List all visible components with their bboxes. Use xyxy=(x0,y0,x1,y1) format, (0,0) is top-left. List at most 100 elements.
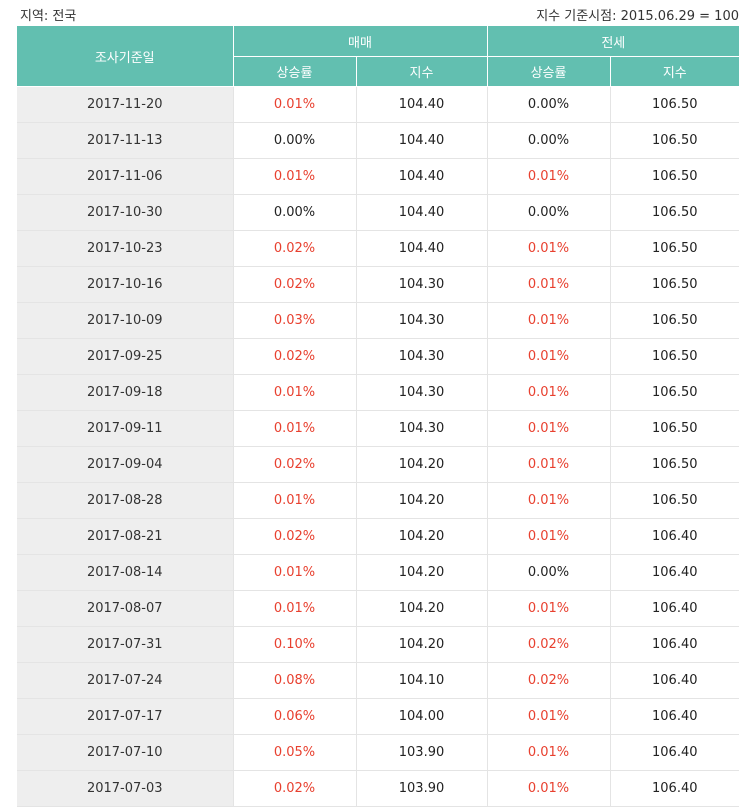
table-row: 2017-07-31 0.10% 104.20 0.02% 106.40 xyxy=(17,626,740,663)
jeonse-index-cell: 106.50 xyxy=(610,122,740,159)
date-cell: 2017-08-14 xyxy=(17,554,234,591)
sale-rate-cell: 0.03% xyxy=(233,302,357,339)
sale-index-cell: 104.20 xyxy=(356,446,488,483)
sale-rate-cell: 0.02% xyxy=(233,770,357,807)
jeonse-index-cell: 106.50 xyxy=(610,446,740,483)
sale-rate-header: 상승률 xyxy=(233,56,357,87)
sale-rate-cell: 0.02% xyxy=(233,518,357,555)
sale-index-cell: 104.40 xyxy=(356,122,488,159)
date-cell: 2017-08-21 xyxy=(17,518,234,555)
jeonse-rate-cell: 0.02% xyxy=(487,662,611,699)
jeonse-index-cell: 106.40 xyxy=(610,770,740,807)
date-cell: 2017-08-28 xyxy=(17,482,234,519)
date-cell: 2017-07-17 xyxy=(17,698,234,735)
sale-index-header: 지수 xyxy=(356,56,488,87)
sale-index-cell: 104.40 xyxy=(356,230,488,267)
sale-index-cell: 104.30 xyxy=(356,338,488,375)
sale-index-cell: 103.90 xyxy=(356,734,488,771)
date-cell: 2017-10-09 xyxy=(17,302,234,339)
sale-index-cell: 104.40 xyxy=(356,86,488,123)
table-body: 2017-11-20 0.01% 104.40 0.00% 106.50 2017-11-… xyxy=(17,86,740,807)
sale-rate-cell: 0.05% xyxy=(233,734,357,771)
date-cell: 2017-08-07 xyxy=(17,590,234,627)
jeonse-index-cell: 106.40 xyxy=(610,662,740,699)
sale-rate-cell: 0.01% xyxy=(233,86,357,123)
jeonse-rate-cell: 0.01% xyxy=(487,158,611,195)
jeonse-index-cell: 106.40 xyxy=(610,698,740,735)
table-row: 2017-09-04 0.02% 104.20 0.01% 106.50 xyxy=(17,446,740,483)
jeonse-rate-cell: 0.01% xyxy=(487,734,611,771)
sale-index-cell: 103.90 xyxy=(356,770,488,807)
jeonse-index-cell: 106.50 xyxy=(610,410,740,447)
jeonse-index-cell: 106.50 xyxy=(610,86,740,123)
date-cell: 2017-11-20 xyxy=(17,86,234,123)
sale-index-cell: 104.30 xyxy=(356,302,488,339)
date-cell: 2017-10-30 xyxy=(17,194,234,231)
jeonse-index-cell: 106.40 xyxy=(610,554,740,591)
date-cell: 2017-07-03 xyxy=(17,770,234,807)
jeonse-rate-cell: 0.01% xyxy=(487,518,611,555)
jeonse-rate-cell: 0.00% xyxy=(487,554,611,591)
jeonse-rate-cell: 0.01% xyxy=(487,698,611,735)
date-cell: 2017-10-23 xyxy=(17,230,234,267)
table-row: 2017-08-07 0.01% 104.20 0.01% 106.40 xyxy=(17,590,740,627)
meta-bar: 지역: 전국 지수 기준시점: 2015.06.29 = 100 xyxy=(0,0,744,26)
jeonse-index-cell: 106.50 xyxy=(610,266,740,303)
sale-rate-cell: 0.01% xyxy=(233,590,357,627)
sale-rate-cell: 0.01% xyxy=(233,158,357,195)
jeonse-rate-cell: 0.01% xyxy=(487,590,611,627)
sale-index-cell: 104.30 xyxy=(356,266,488,303)
date-cell: 2017-11-06 xyxy=(17,158,234,195)
jeonse-rate-cell: 0.00% xyxy=(487,86,611,123)
table-row: 2017-10-09 0.03% 104.30 0.01% 106.50 xyxy=(17,302,740,339)
jeonse-rate-cell: 0.01% xyxy=(487,770,611,807)
date-column-header: 조사기준일 xyxy=(17,26,234,87)
jeonse-rate-cell: 0.01% xyxy=(487,338,611,375)
date-cell: 2017-09-18 xyxy=(17,374,234,411)
sale-rate-cell: 0.08% xyxy=(233,662,357,699)
table-row: 2017-07-10 0.05% 103.90 0.01% 106.40 xyxy=(17,734,740,771)
date-cell: 2017-07-24 xyxy=(17,662,234,699)
jeonse-index-header: 지수 xyxy=(610,56,740,87)
jeonse-index-cell: 106.50 xyxy=(610,230,740,267)
jeonse-rate-cell: 0.02% xyxy=(487,626,611,663)
table-row: 2017-07-03 0.02% 103.90 0.01% 106.40 xyxy=(17,770,740,807)
sale-rate-cell: 0.01% xyxy=(233,410,357,447)
date-cell: 2017-09-25 xyxy=(17,338,234,375)
jeonse-group-header: 전세 xyxy=(487,26,740,57)
sale-index-cell: 104.40 xyxy=(356,158,488,195)
table-row: 2017-10-16 0.02% 104.30 0.01% 106.50 xyxy=(17,266,740,303)
sale-rate-cell: 0.02% xyxy=(233,446,357,483)
sale-index-cell: 104.30 xyxy=(356,410,488,447)
jeonse-rate-cell: 0.01% xyxy=(487,266,611,303)
sale-rate-cell: 0.01% xyxy=(233,554,357,591)
sale-index-cell: 104.40 xyxy=(356,194,488,231)
table-row: 2017-09-18 0.01% 104.30 0.01% 106.50 xyxy=(17,374,740,411)
sale-group-header: 매매 xyxy=(233,26,488,57)
jeonse-index-cell: 106.40 xyxy=(610,518,740,555)
jeonse-rate-cell: 0.00% xyxy=(487,122,611,159)
jeonse-index-cell: 106.50 xyxy=(610,302,740,339)
table-row: 2017-09-25 0.02% 104.30 0.01% 106.50 xyxy=(17,338,740,375)
table-row: 2017-07-24 0.08% 104.10 0.02% 106.40 xyxy=(17,662,740,699)
sale-index-cell: 104.20 xyxy=(356,518,488,555)
table-header: 조사기준일 매매 전세 상승률 지수 상승률 지수 xyxy=(17,26,740,87)
sale-index-cell: 104.30 xyxy=(356,374,488,411)
sale-index-cell: 104.20 xyxy=(356,482,488,519)
index-base-label: 지수 기준시점: 2015.06.29 = 100 xyxy=(536,9,739,24)
jeonse-rate-cell: 0.01% xyxy=(487,446,611,483)
jeonse-index-cell: 106.40 xyxy=(610,626,740,663)
table-row: 2017-11-13 0.00% 104.40 0.00% 106.50 xyxy=(17,122,740,159)
table-row: 2017-11-20 0.01% 104.40 0.00% 106.50 xyxy=(17,86,740,123)
sale-rate-cell: 0.00% xyxy=(233,194,357,231)
sale-index-cell: 104.20 xyxy=(356,626,488,663)
table-row: 2017-10-23 0.02% 104.40 0.01% 106.50 xyxy=(17,230,740,267)
date-cell: 2017-07-10 xyxy=(17,734,234,771)
table-row: 2017-10-30 0.00% 104.40 0.00% 106.50 xyxy=(17,194,740,231)
sale-rate-cell: 0.10% xyxy=(233,626,357,663)
jeonse-index-cell: 106.40 xyxy=(610,590,740,627)
jeonse-rate-cell: 0.01% xyxy=(487,230,611,267)
table-row: 2017-08-28 0.01% 104.20 0.01% 106.50 xyxy=(17,482,740,519)
jeonse-index-cell: 106.50 xyxy=(610,482,740,519)
jeonse-rate-cell: 0.00% xyxy=(487,194,611,231)
